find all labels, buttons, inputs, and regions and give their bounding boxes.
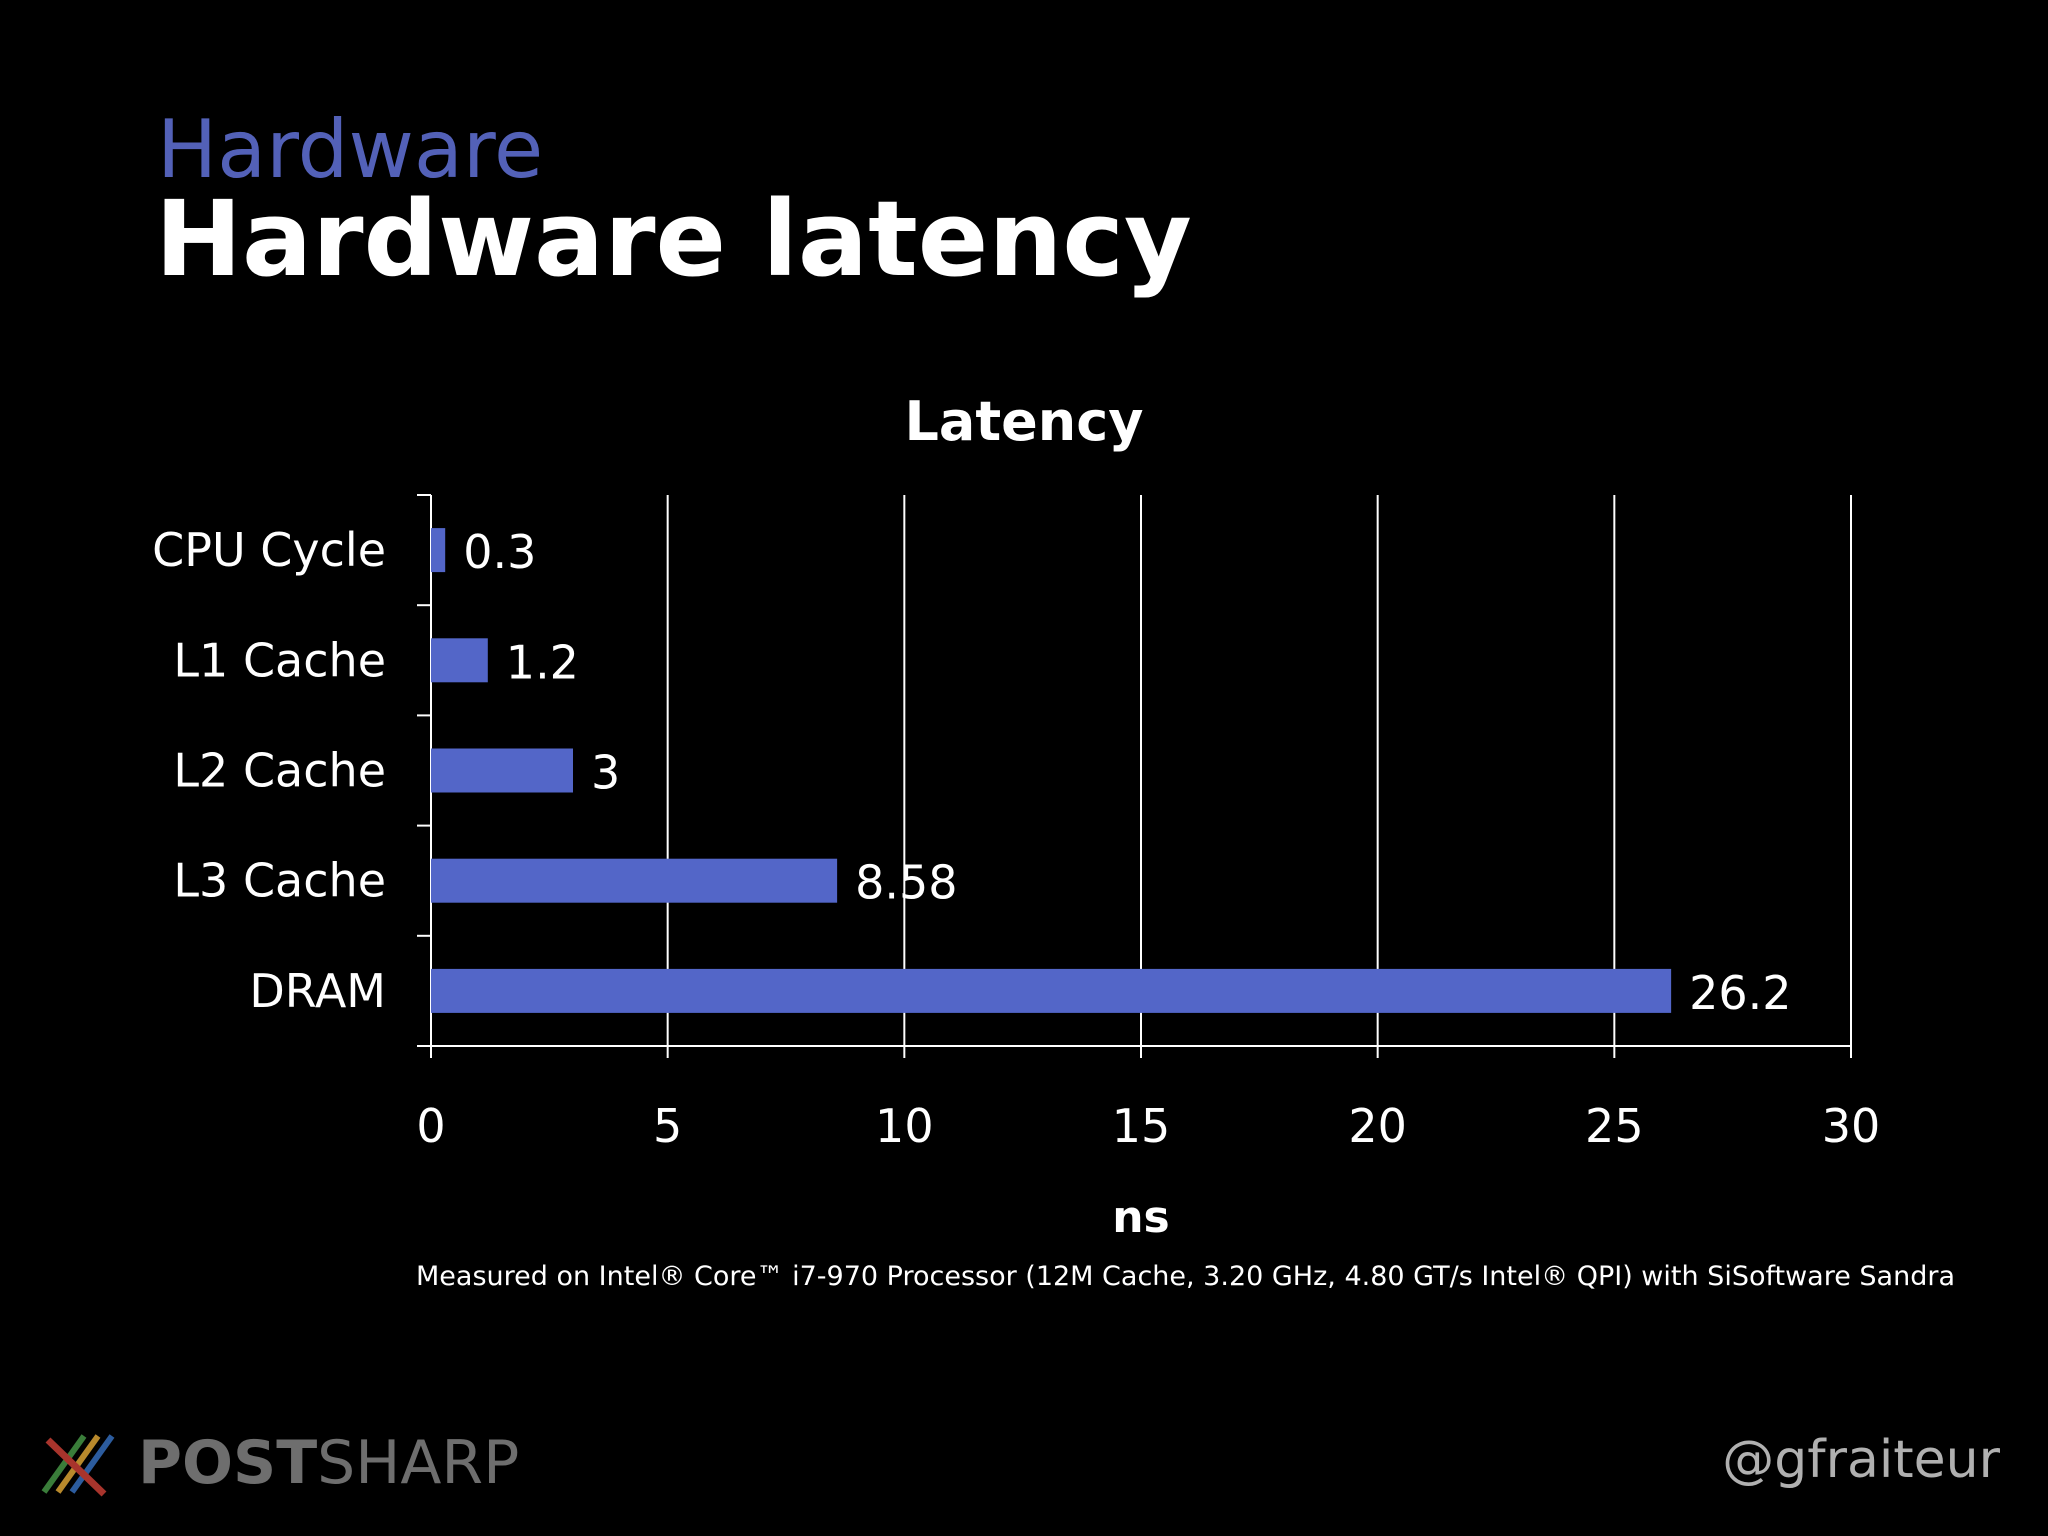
bar <box>431 858 838 903</box>
x-axis-label: ns <box>1112 1192 1170 1243</box>
slide-title: Hardware latency <box>155 178 1192 300</box>
x-tick-label: 20 <box>1348 1099 1407 1153</box>
data-label: 26.2 <box>1689 966 1791 1020</box>
bar <box>431 528 446 573</box>
twitter-handle: @gfraiteur <box>1722 1430 2000 1490</box>
x-tick-label: 30 <box>1822 1099 1881 1153</box>
postsharp-logo-icon <box>41 1434 115 1497</box>
x-tick-label: 5 <box>653 1099 682 1153</box>
bar <box>431 748 573 793</box>
category-label: CPU Cycle <box>152 523 386 577</box>
x-tick-label: 15 <box>1112 1099 1171 1153</box>
x-tick-label: 10 <box>875 1099 934 1153</box>
data-label: 3 <box>591 746 620 800</box>
bar <box>431 638 488 683</box>
x-tick-label: 0 <box>416 1099 445 1153</box>
category-label: L1 Cache <box>173 633 386 687</box>
footnote: Measured on Intel® Core™ i7-970 Processo… <box>416 1261 1955 1292</box>
wordmark-post: POST <box>138 1428 318 1498</box>
data-label: 8.58 <box>855 856 957 910</box>
x-tick-label: 25 <box>1585 1099 1644 1153</box>
data-label: 0.3 <box>463 525 536 579</box>
postsharp-logo: POSTSHARP <box>40 1428 519 1498</box>
data-label: 1.2 <box>506 635 579 689</box>
category-label: L3 Cache <box>173 854 386 908</box>
chart-title: Latency <box>905 390 1144 453</box>
section-label: Hardware <box>157 103 544 196</box>
category-label: DRAM <box>249 964 386 1018</box>
bar <box>431 968 1672 1013</box>
wordmark-sharp: SHARP <box>317 1428 520 1498</box>
postsharp-wordmark: POSTSHARP <box>138 1433 519 1493</box>
category-label: L2 Cache <box>173 744 386 798</box>
